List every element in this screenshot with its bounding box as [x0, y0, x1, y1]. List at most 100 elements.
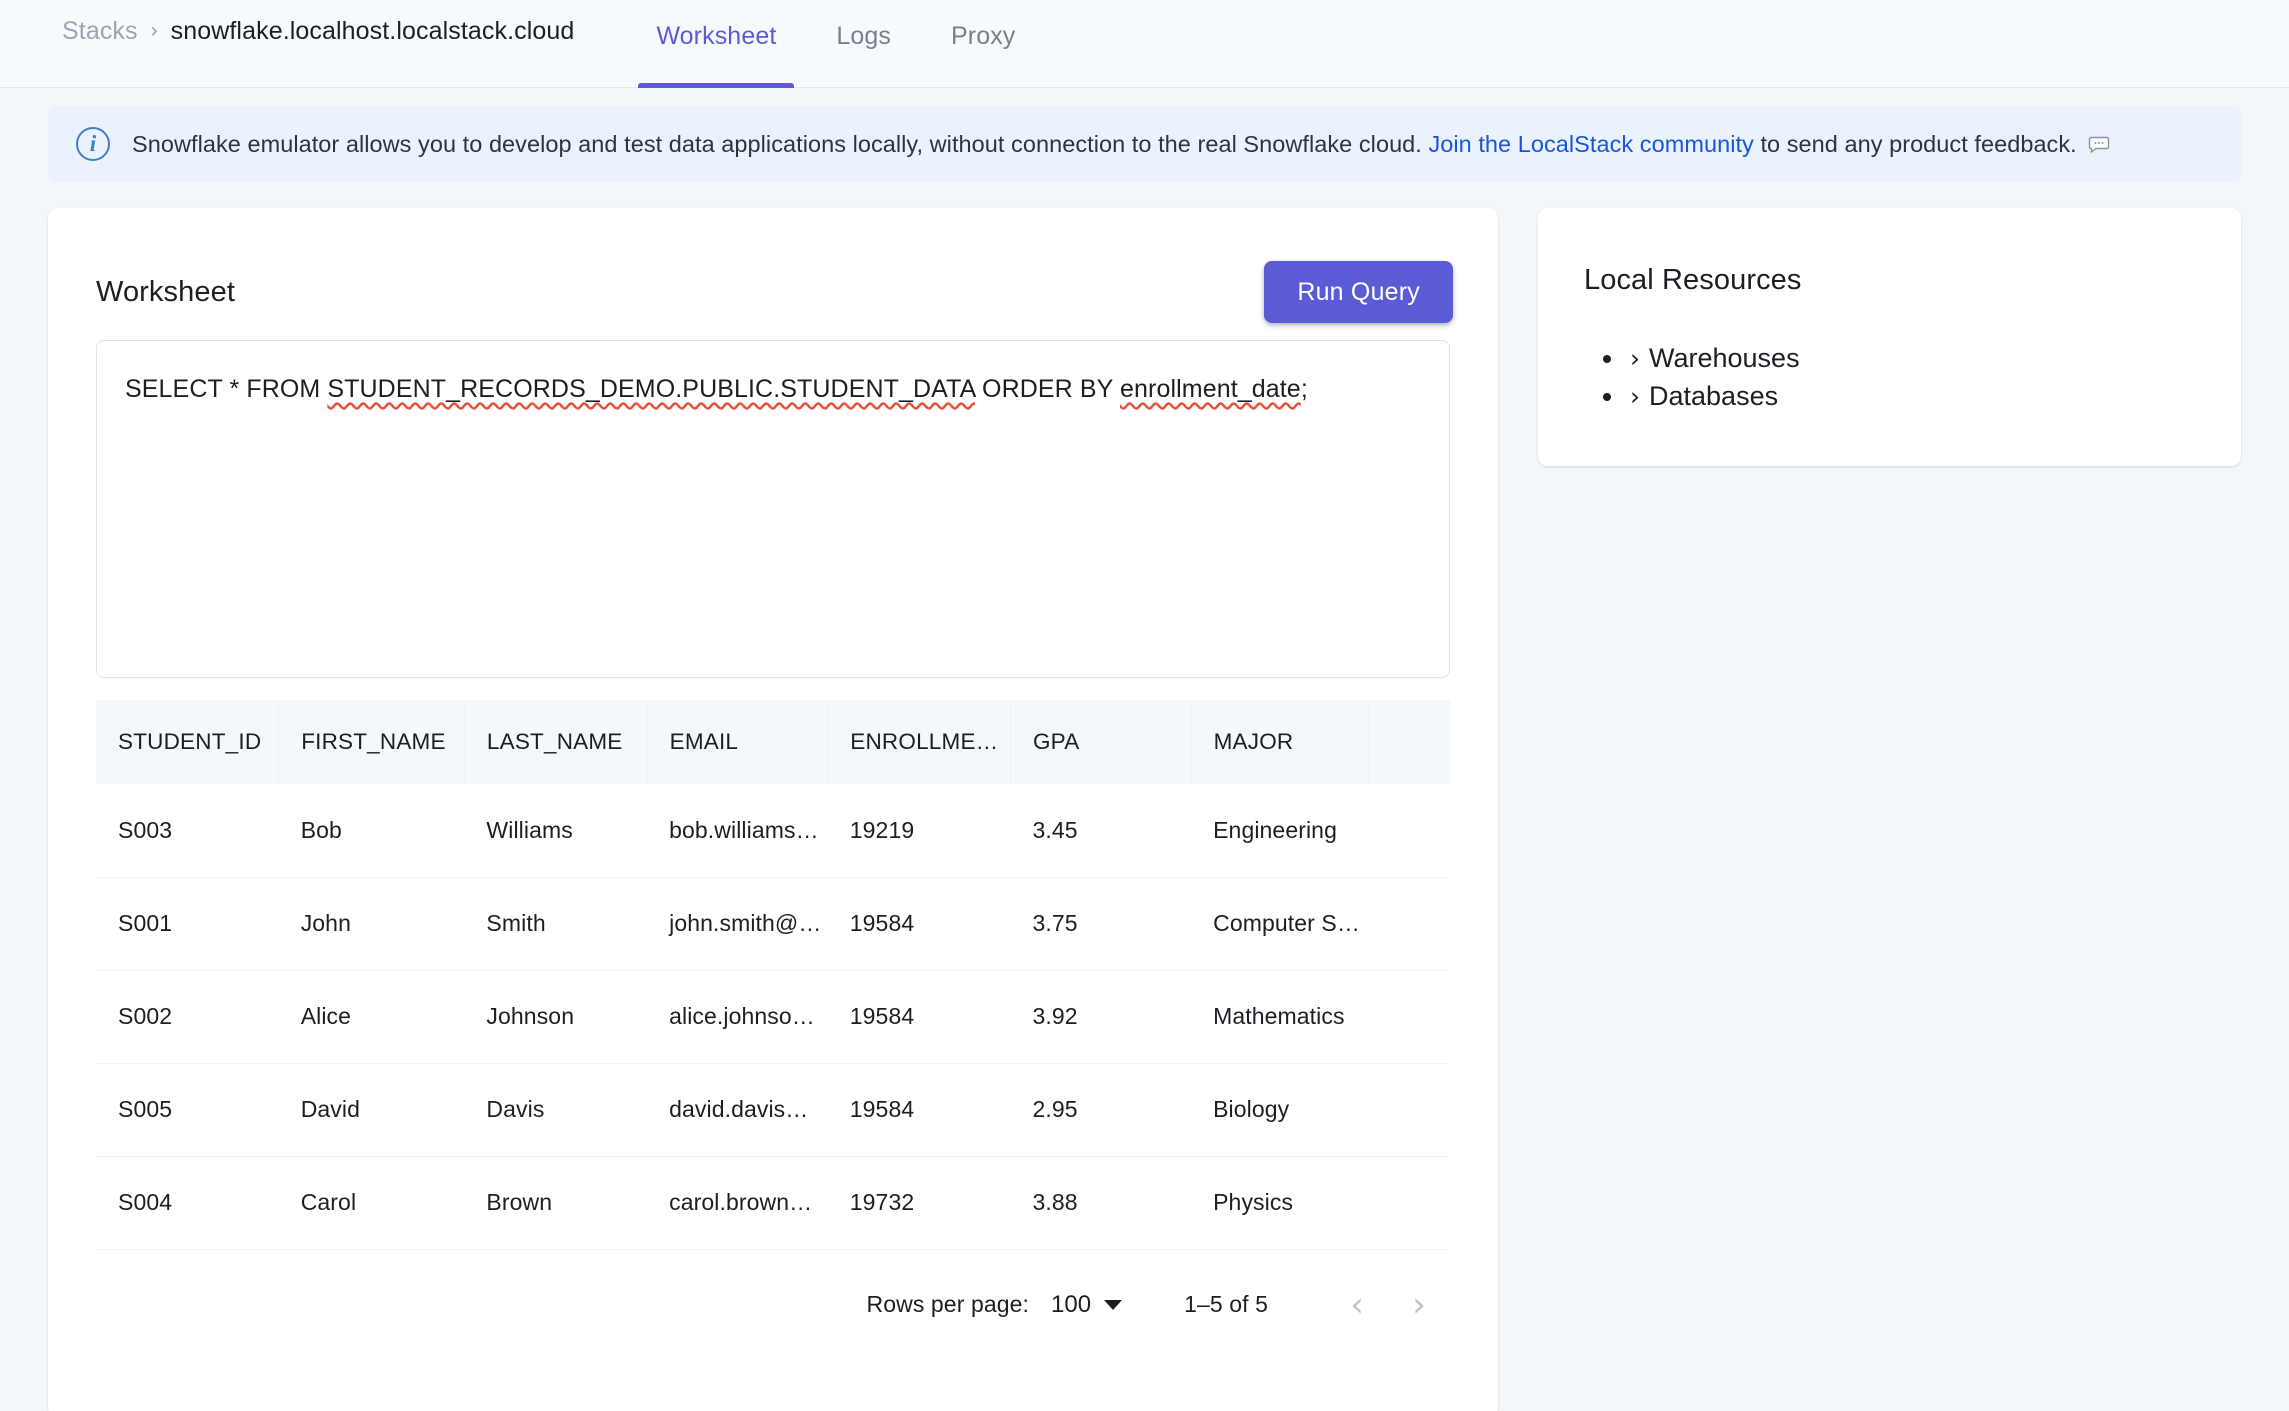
tab-worksheet[interactable]: Worksheet — [626, 0, 806, 88]
cell-gpa: 3.92 — [1010, 970, 1192, 1064]
cell-extra — [1368, 1156, 1450, 1250]
cell-first-name: Carol — [278, 1156, 465, 1250]
tab-worksheet-label: Worksheet — [656, 22, 777, 50]
main-content: Worksheet Run Query SELECT * FROM STUDEN… — [0, 182, 2289, 1411]
column-header-major[interactable]: MAJOR — [1191, 700, 1370, 784]
previous-page-icon[interactable]: ‹ — [1350, 1284, 1364, 1325]
info-banner-text-before: Snowflake emulator allows you to develop… — [132, 130, 1429, 157]
local-resources-title: Local Resources — [1584, 264, 1802, 296]
tab-proxy-label: Proxy — [951, 22, 1016, 50]
cell-enrollment: 19584 — [827, 1063, 1011, 1157]
run-query-button[interactable]: Run Query — [1264, 261, 1453, 323]
cell-student-id: S005 — [96, 1063, 279, 1157]
next-page-icon[interactable]: › — [1412, 1284, 1426, 1325]
column-header-last-name[interactable]: LAST_NAME — [464, 700, 648, 784]
column-header-email[interactable]: EMAIL — [647, 700, 829, 784]
join-localstack-community-link[interactable]: Join the LocalStack community — [1428, 130, 1754, 157]
cell-student-id: S002 — [96, 970, 279, 1064]
cell-enrollment: 19219 — [827, 784, 1011, 878]
local-resources-panel: Local Resources › Warehouses › Databases — [1538, 208, 2241, 466]
worksheet-header: Worksheet Run Query — [48, 208, 1498, 330]
column-header-enrollment[interactable]: ENROLLME… — [827, 700, 1011, 784]
table-row[interactable]: S002 Alice Johnson alice.johnso… 19584 3.92 Ma… — [96, 970, 1450, 1064]
sql-editor-container: SELECT * FROM STUDENT_RECORDS_DEMO.PUBLI… — [48, 330, 1498, 678]
top-navigation-bar: Stacks › snowflake.localhost.localstack.… — [0, 0, 2289, 88]
cell-gpa: 3.88 — [1010, 1156, 1192, 1250]
results-header-row: STUDENT_ID FIRST_NAME LAST_NAME EMAIL EN… — [96, 700, 1450, 784]
cell-student-id: S003 — [96, 784, 279, 878]
sql-token: ; — [1300, 375, 1308, 403]
cell-last-name: Davis — [464, 1063, 648, 1157]
cell-major: Physics — [1191, 1156, 1369, 1250]
cell-major: Engineering — [1191, 784, 1369, 878]
cell-email: alice.johnso… — [647, 970, 828, 1064]
cell-student-id: S001 — [96, 877, 279, 971]
cell-enrollment: 19584 — [827, 877, 1011, 971]
cell-email: carol.brown… — [647, 1156, 828, 1250]
cell-major: Biology — [1191, 1063, 1369, 1157]
rows-per-page-label: Rows per page: — [866, 1291, 1030, 1317]
resource-item-label: Warehouses — [1649, 343, 1800, 373]
list-item: › Databases — [1626, 377, 2195, 415]
cell-last-name: Williams — [464, 784, 648, 878]
chevron-down-icon — [1104, 1299, 1123, 1310]
speech-bubble-icon[interactable] — [2087, 132, 2111, 156]
cell-extra — [1368, 877, 1450, 971]
column-header-student-id[interactable]: STUDENT_ID — [96, 700, 280, 784]
info-icon: i — [76, 127, 110, 161]
info-banner-text-after: to send any product feedback. — [1753, 130, 2077, 157]
cell-first-name: David — [278, 1063, 465, 1157]
results-table-container: STUDENT_ID FIRST_NAME LAST_NAME EMAIL EN… — [48, 678, 1498, 1250]
resource-item-label: Databases — [1649, 381, 1779, 412]
resource-item-warehouses[interactable]: › Warehouses — [1630, 339, 1800, 377]
breadcrumb: Stacks › snowflake.localhost.localstack.… — [0, 0, 574, 62]
cell-enrollment: 19732 — [827, 1156, 1011, 1250]
rows-per-page-select[interactable]: 100 — [1051, 1290, 1123, 1319]
tab-logs-label: Logs — [836, 22, 891, 50]
cell-first-name: Bob — [278, 784, 465, 878]
cell-extra — [1368, 970, 1450, 1064]
info-banner: i Snowflake emulator allows you to devel… — [48, 106, 2241, 182]
sql-token: enrollment_date — [1120, 375, 1301, 403]
cell-major: Computer S… — [1191, 877, 1369, 971]
tab-bar: Worksheet Logs Proxy — [626, 0, 1045, 88]
cell-extra — [1368, 784, 1450, 878]
cell-gpa: 3.75 — [1010, 877, 1192, 971]
cell-last-name: Smith — [464, 877, 648, 971]
sql-token: SELECT * FROM — [125, 375, 328, 403]
table-row[interactable]: S004 Carol Brown carol.brown… 19732 3.88 Physi… — [96, 1156, 1450, 1250]
results-table-head: STUDENT_ID FIRST_NAME LAST_NAME EMAIL EN… — [96, 700, 1450, 784]
tab-proxy[interactable]: Proxy — [921, 0, 1045, 88]
rows-per-page-value: 100 — [1051, 1290, 1092, 1318]
results-table-body: S003 Bob Williams bob.williams… 19219 3.45 Eng… — [96, 784, 1450, 1250]
local-resources-list: › Warehouses › Databases — [1626, 339, 2195, 416]
table-row[interactable]: S005 David Davis david.davis… 19584 2.95 Biolo… — [96, 1063, 1450, 1157]
breadcrumb-current-stack: snowflake.localhost.localstack.cloud — [170, 16, 575, 45]
table-row[interactable]: S001 John Smith john.smith@… 19584 3.75 Comput… — [96, 877, 1450, 971]
cell-first-name: Alice — [278, 970, 465, 1064]
cell-email: bob.williams… — [647, 784, 828, 878]
pagination-range-label: 1–5 of 5 — [1184, 1291, 1268, 1317]
cell-email: john.smith@… — [647, 877, 828, 971]
list-item: › Warehouses — [1626, 339, 2195, 377]
cell-gpa: 3.45 — [1010, 784, 1192, 878]
cell-email: david.davis… — [647, 1063, 828, 1157]
cell-first-name: John — [278, 877, 465, 971]
table-row[interactable]: S003 Bob Williams bob.williams… 19219 3.45 Eng… — [96, 784, 1450, 878]
chevron-right-icon: › — [1630, 382, 1640, 412]
worksheet-panel: Worksheet Run Query SELECT * FROM STUDEN… — [48, 208, 1498, 1411]
sql-editor-input[interactable]: SELECT * FROM STUDENT_RECORDS_DEMO.PUBLI… — [96, 340, 1450, 678]
tab-logs[interactable]: Logs — [806, 0, 921, 88]
pagination-bar: Rows per page: 100 1–5 of 5 ‹ › — [48, 1250, 1498, 1360]
worksheet-title: Worksheet — [96, 275, 235, 308]
resource-item-databases[interactable]: › Databases — [1630, 377, 1778, 415]
cell-last-name: Johnson — [464, 970, 648, 1064]
column-header-gpa[interactable]: GPA — [1010, 700, 1192, 784]
breadcrumb-root-stacks[interactable]: Stacks — [62, 16, 138, 45]
cell-enrollment: 19584 — [827, 970, 1011, 1064]
sql-token: ORDER BY — [975, 375, 1121, 403]
cell-extra — [1368, 1063, 1450, 1157]
cell-gpa: 2.95 — [1010, 1063, 1192, 1157]
column-header-first-name[interactable]: FIRST_NAME — [278, 700, 465, 784]
chevron-right-icon: › — [1630, 344, 1640, 373]
